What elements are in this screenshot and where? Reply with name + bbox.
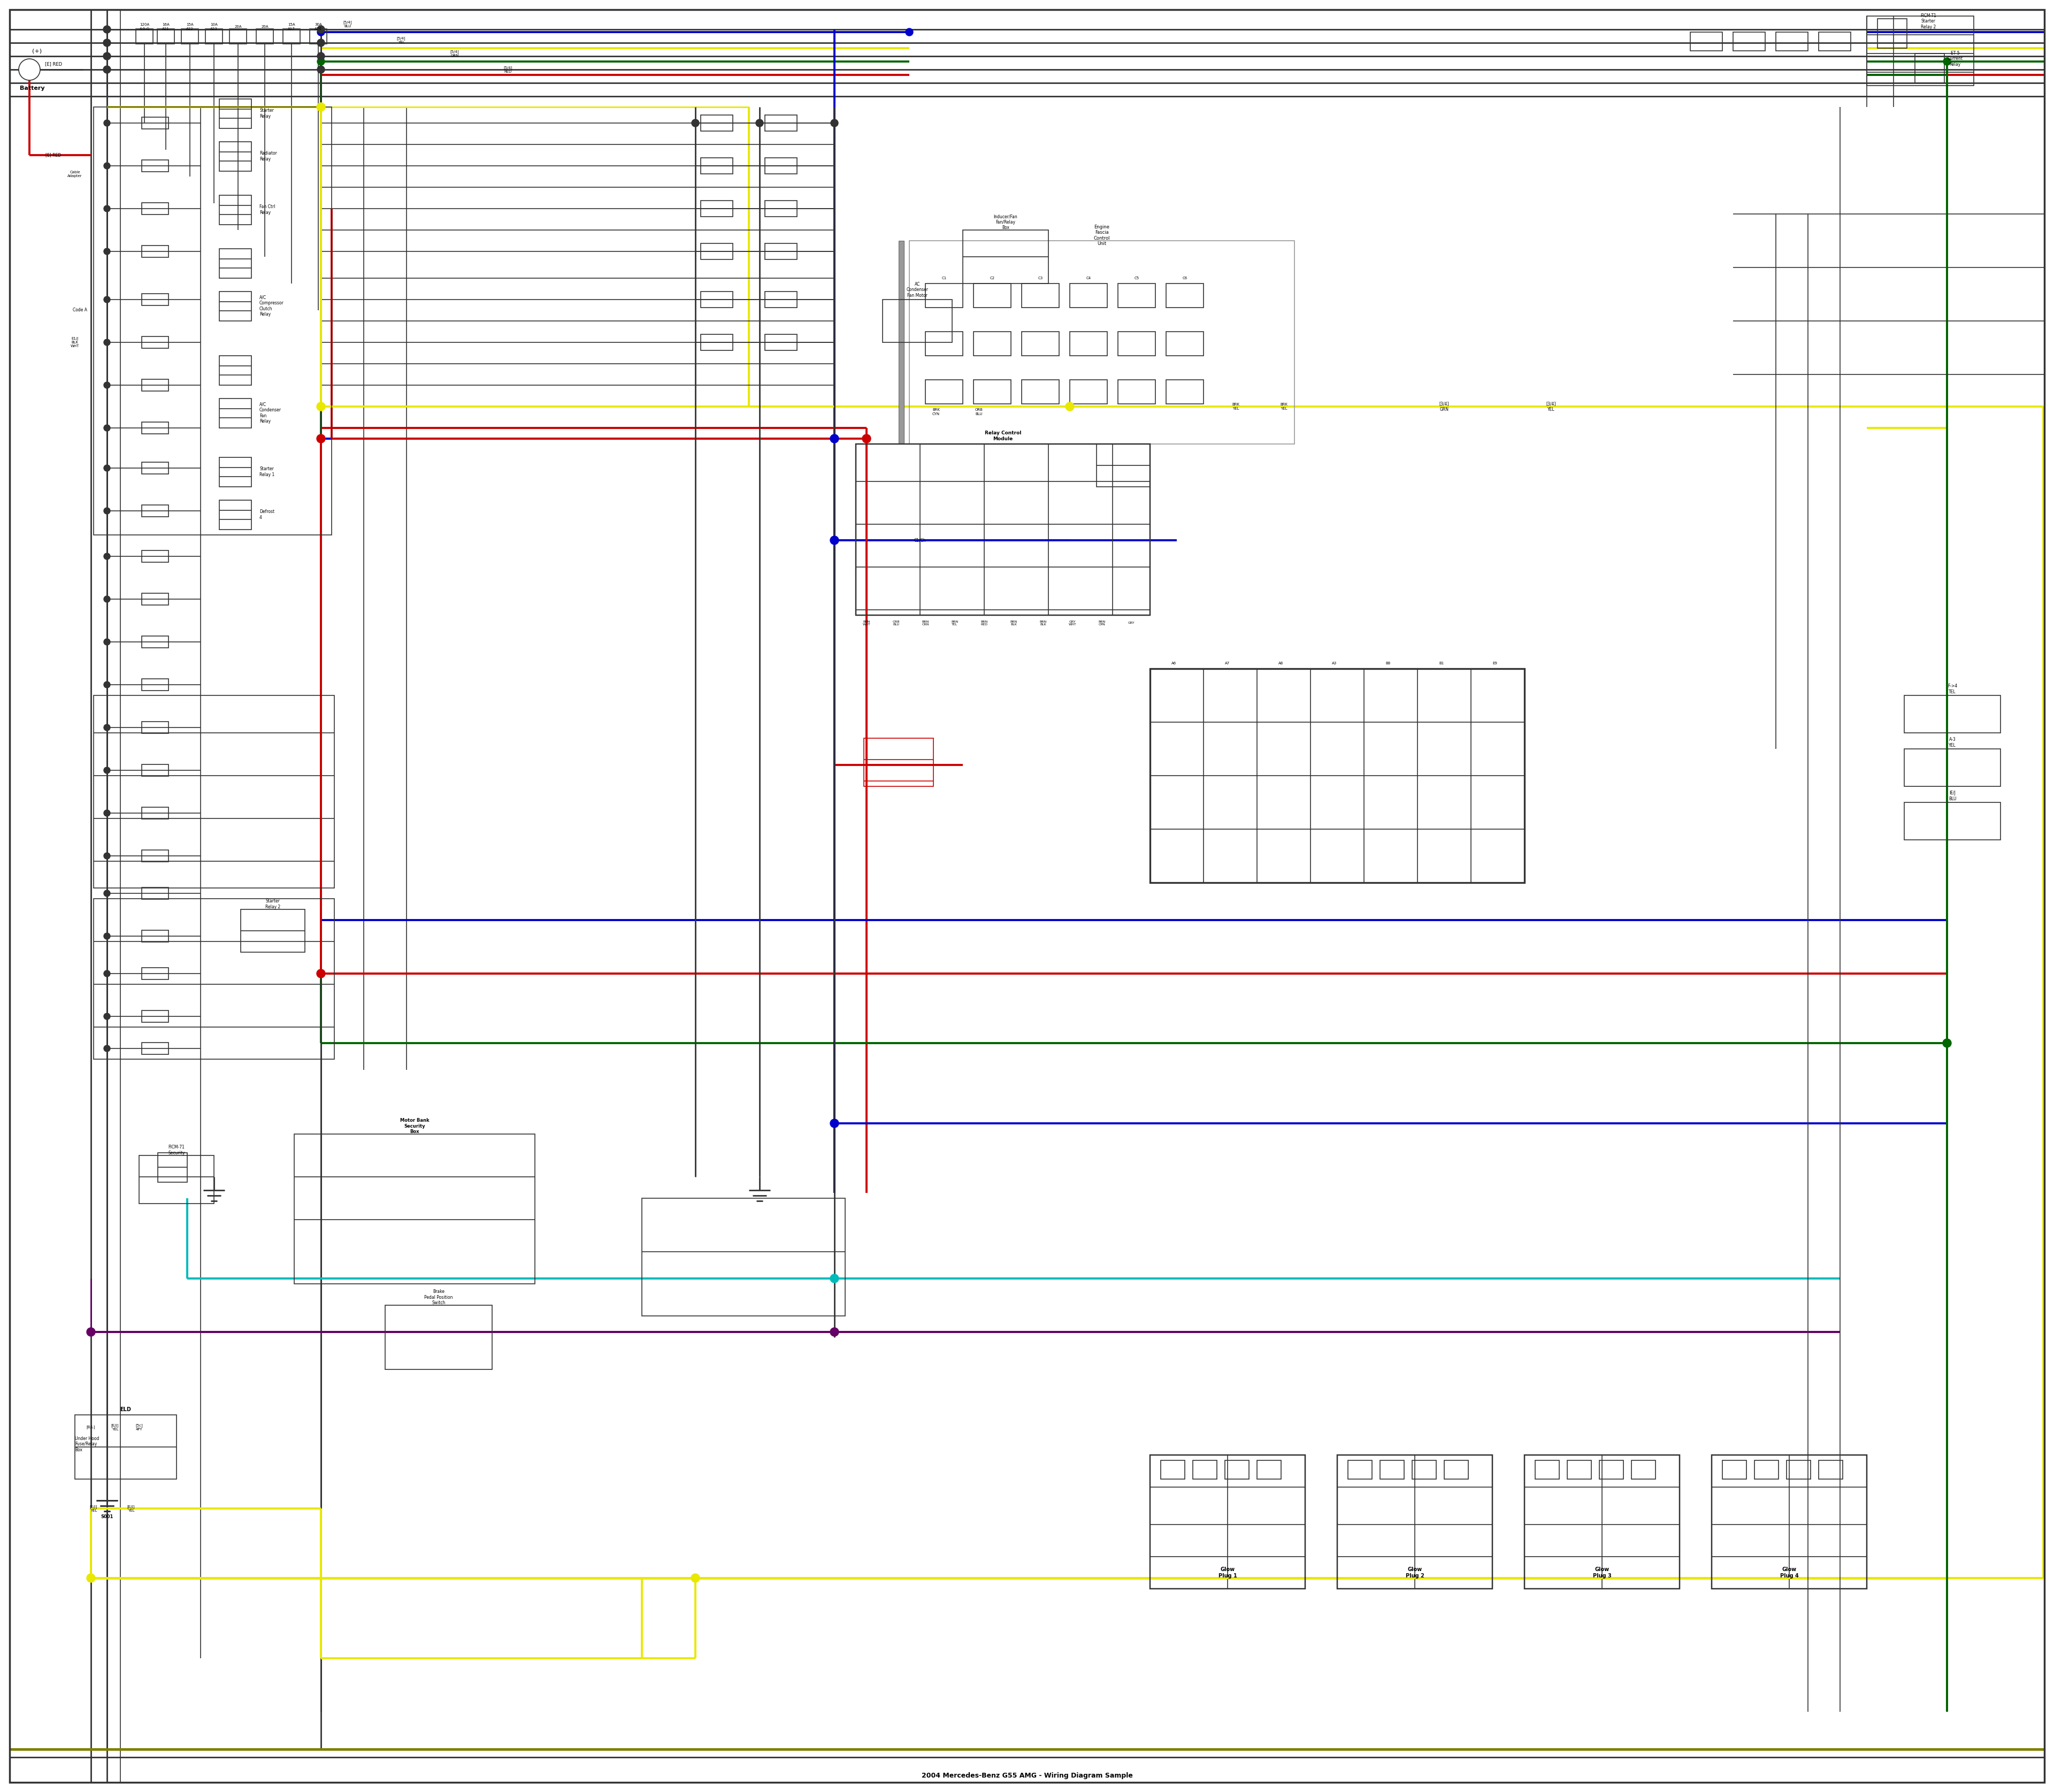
Circle shape (105, 382, 111, 389)
Text: 16A
A21: 16A A21 (162, 23, 170, 30)
Bar (700, 244, 733, 260)
Circle shape (105, 206, 111, 211)
Bar (1167, 332, 1204, 357)
Text: Cable
Adapter: Cable Adapter (68, 170, 82, 177)
Text: BRN
CRN: BRN CRN (922, 620, 928, 625)
Bar (1070, 283, 1107, 308)
Circle shape (105, 249, 111, 254)
Circle shape (105, 767, 111, 774)
Circle shape (316, 39, 325, 47)
Circle shape (105, 163, 111, 168)
Bar (641, 1199, 844, 1315)
Bar (386, 1305, 493, 1369)
Text: BRN
BLK: BRN BLK (1011, 620, 1017, 625)
Circle shape (103, 52, 111, 59)
Bar (142, 1043, 168, 1054)
Text: FICM-71
Security: FICM-71 Security (168, 1145, 185, 1156)
Bar (142, 550, 168, 563)
Bar (1117, 332, 1154, 357)
Circle shape (316, 29, 325, 36)
Text: (+): (+) (33, 48, 41, 54)
Bar (1734, 32, 1764, 50)
Text: Glow
Plug 1: Glow Plug 1 (1218, 1566, 1237, 1579)
Circle shape (105, 810, 111, 817)
Bar (1444, 1460, 1469, 1478)
Circle shape (105, 597, 111, 602)
Circle shape (692, 120, 698, 127)
Bar (910, 240, 1294, 444)
Text: 10A
A23: 10A A23 (210, 23, 218, 30)
Bar (1600, 1460, 1623, 1478)
Bar (205, 29, 222, 43)
Text: Relay Control
Module: Relay Control Module (984, 430, 1021, 441)
Bar (865, 738, 933, 787)
Circle shape (830, 1118, 838, 1127)
Bar (142, 1011, 168, 1021)
Text: Inducer/Fan
Fan/Relay
Box: Inducer/Fan Fan/Relay Box (994, 213, 1017, 229)
Bar (974, 332, 1011, 357)
Bar (142, 246, 168, 258)
Bar (283, 29, 300, 43)
Bar (142, 505, 168, 516)
Bar (74, 1416, 177, 1478)
Circle shape (830, 1328, 838, 1337)
Bar (883, 299, 953, 342)
Text: C1/Ch: C1/Ch (914, 538, 926, 543)
Bar (181, 29, 199, 43)
Bar (220, 500, 251, 530)
Text: B1: B1 (1440, 661, 1444, 665)
Bar (700, 201, 733, 217)
Bar (1711, 1455, 1867, 1590)
Text: 15A
A17: 15A A17 (288, 23, 296, 30)
Bar (1723, 1460, 1746, 1478)
Bar (1818, 1460, 1842, 1478)
Bar (764, 244, 797, 260)
Bar (1224, 1460, 1249, 1478)
Bar (1347, 1460, 1372, 1478)
Bar (1021, 380, 1060, 403)
Bar (220, 99, 251, 129)
Bar (1904, 803, 2001, 840)
Bar (764, 335, 797, 351)
Bar (700, 335, 733, 351)
Circle shape (1066, 401, 1074, 410)
Circle shape (906, 29, 914, 36)
Circle shape (690, 1573, 700, 1582)
Circle shape (105, 339, 111, 346)
Text: Glow
Plug 2: Glow Plug 2 (1405, 1566, 1423, 1579)
Bar (1777, 32, 1808, 50)
Bar (1337, 1455, 1493, 1590)
Bar (1193, 1460, 1216, 1478)
Bar (700, 115, 733, 131)
Text: ORB
BLU: ORB BLU (976, 409, 982, 416)
Bar (700, 292, 733, 308)
Text: A7: A7 (1224, 661, 1230, 665)
Circle shape (316, 102, 325, 111)
Bar (142, 887, 168, 900)
Circle shape (105, 891, 111, 896)
Text: BRN
BLK: BRN BLK (1039, 620, 1048, 625)
Circle shape (105, 296, 111, 303)
Bar (1021, 283, 1060, 308)
Text: Starter
Relay 2: Starter Relay 2 (265, 900, 279, 909)
Text: Brake
Pedal Position
Switch: Brake Pedal Position Switch (425, 1288, 452, 1305)
Text: [5/4]
RED: [5/4] RED (503, 66, 514, 73)
Circle shape (103, 25, 111, 34)
Text: AC
Condenser
Fan Motor: AC Condenser Fan Motor (906, 281, 928, 297)
Text: BRN
TEL: BRN TEL (951, 620, 959, 625)
Text: Glow
Plug 3: Glow Plug 3 (1592, 1566, 1610, 1579)
Bar (1754, 1460, 1779, 1478)
Text: A6: A6 (1171, 661, 1177, 665)
Bar (1534, 1460, 1559, 1478)
Text: [3/4]
GRN: [3/4] GRN (1440, 401, 1450, 412)
Text: ORB
BLU: ORB BLU (891, 620, 900, 625)
Circle shape (105, 638, 111, 645)
Text: BRN
RED: BRN RED (980, 620, 988, 625)
Text: 20A: 20A (261, 25, 269, 29)
Bar (1070, 380, 1107, 403)
Text: GRY: GRY (1128, 622, 1134, 625)
Bar (230, 29, 246, 43)
Bar (142, 593, 168, 606)
Bar (94, 898, 335, 1059)
Text: [3/4]
YEL: [3/4] YEL (1547, 401, 1557, 412)
